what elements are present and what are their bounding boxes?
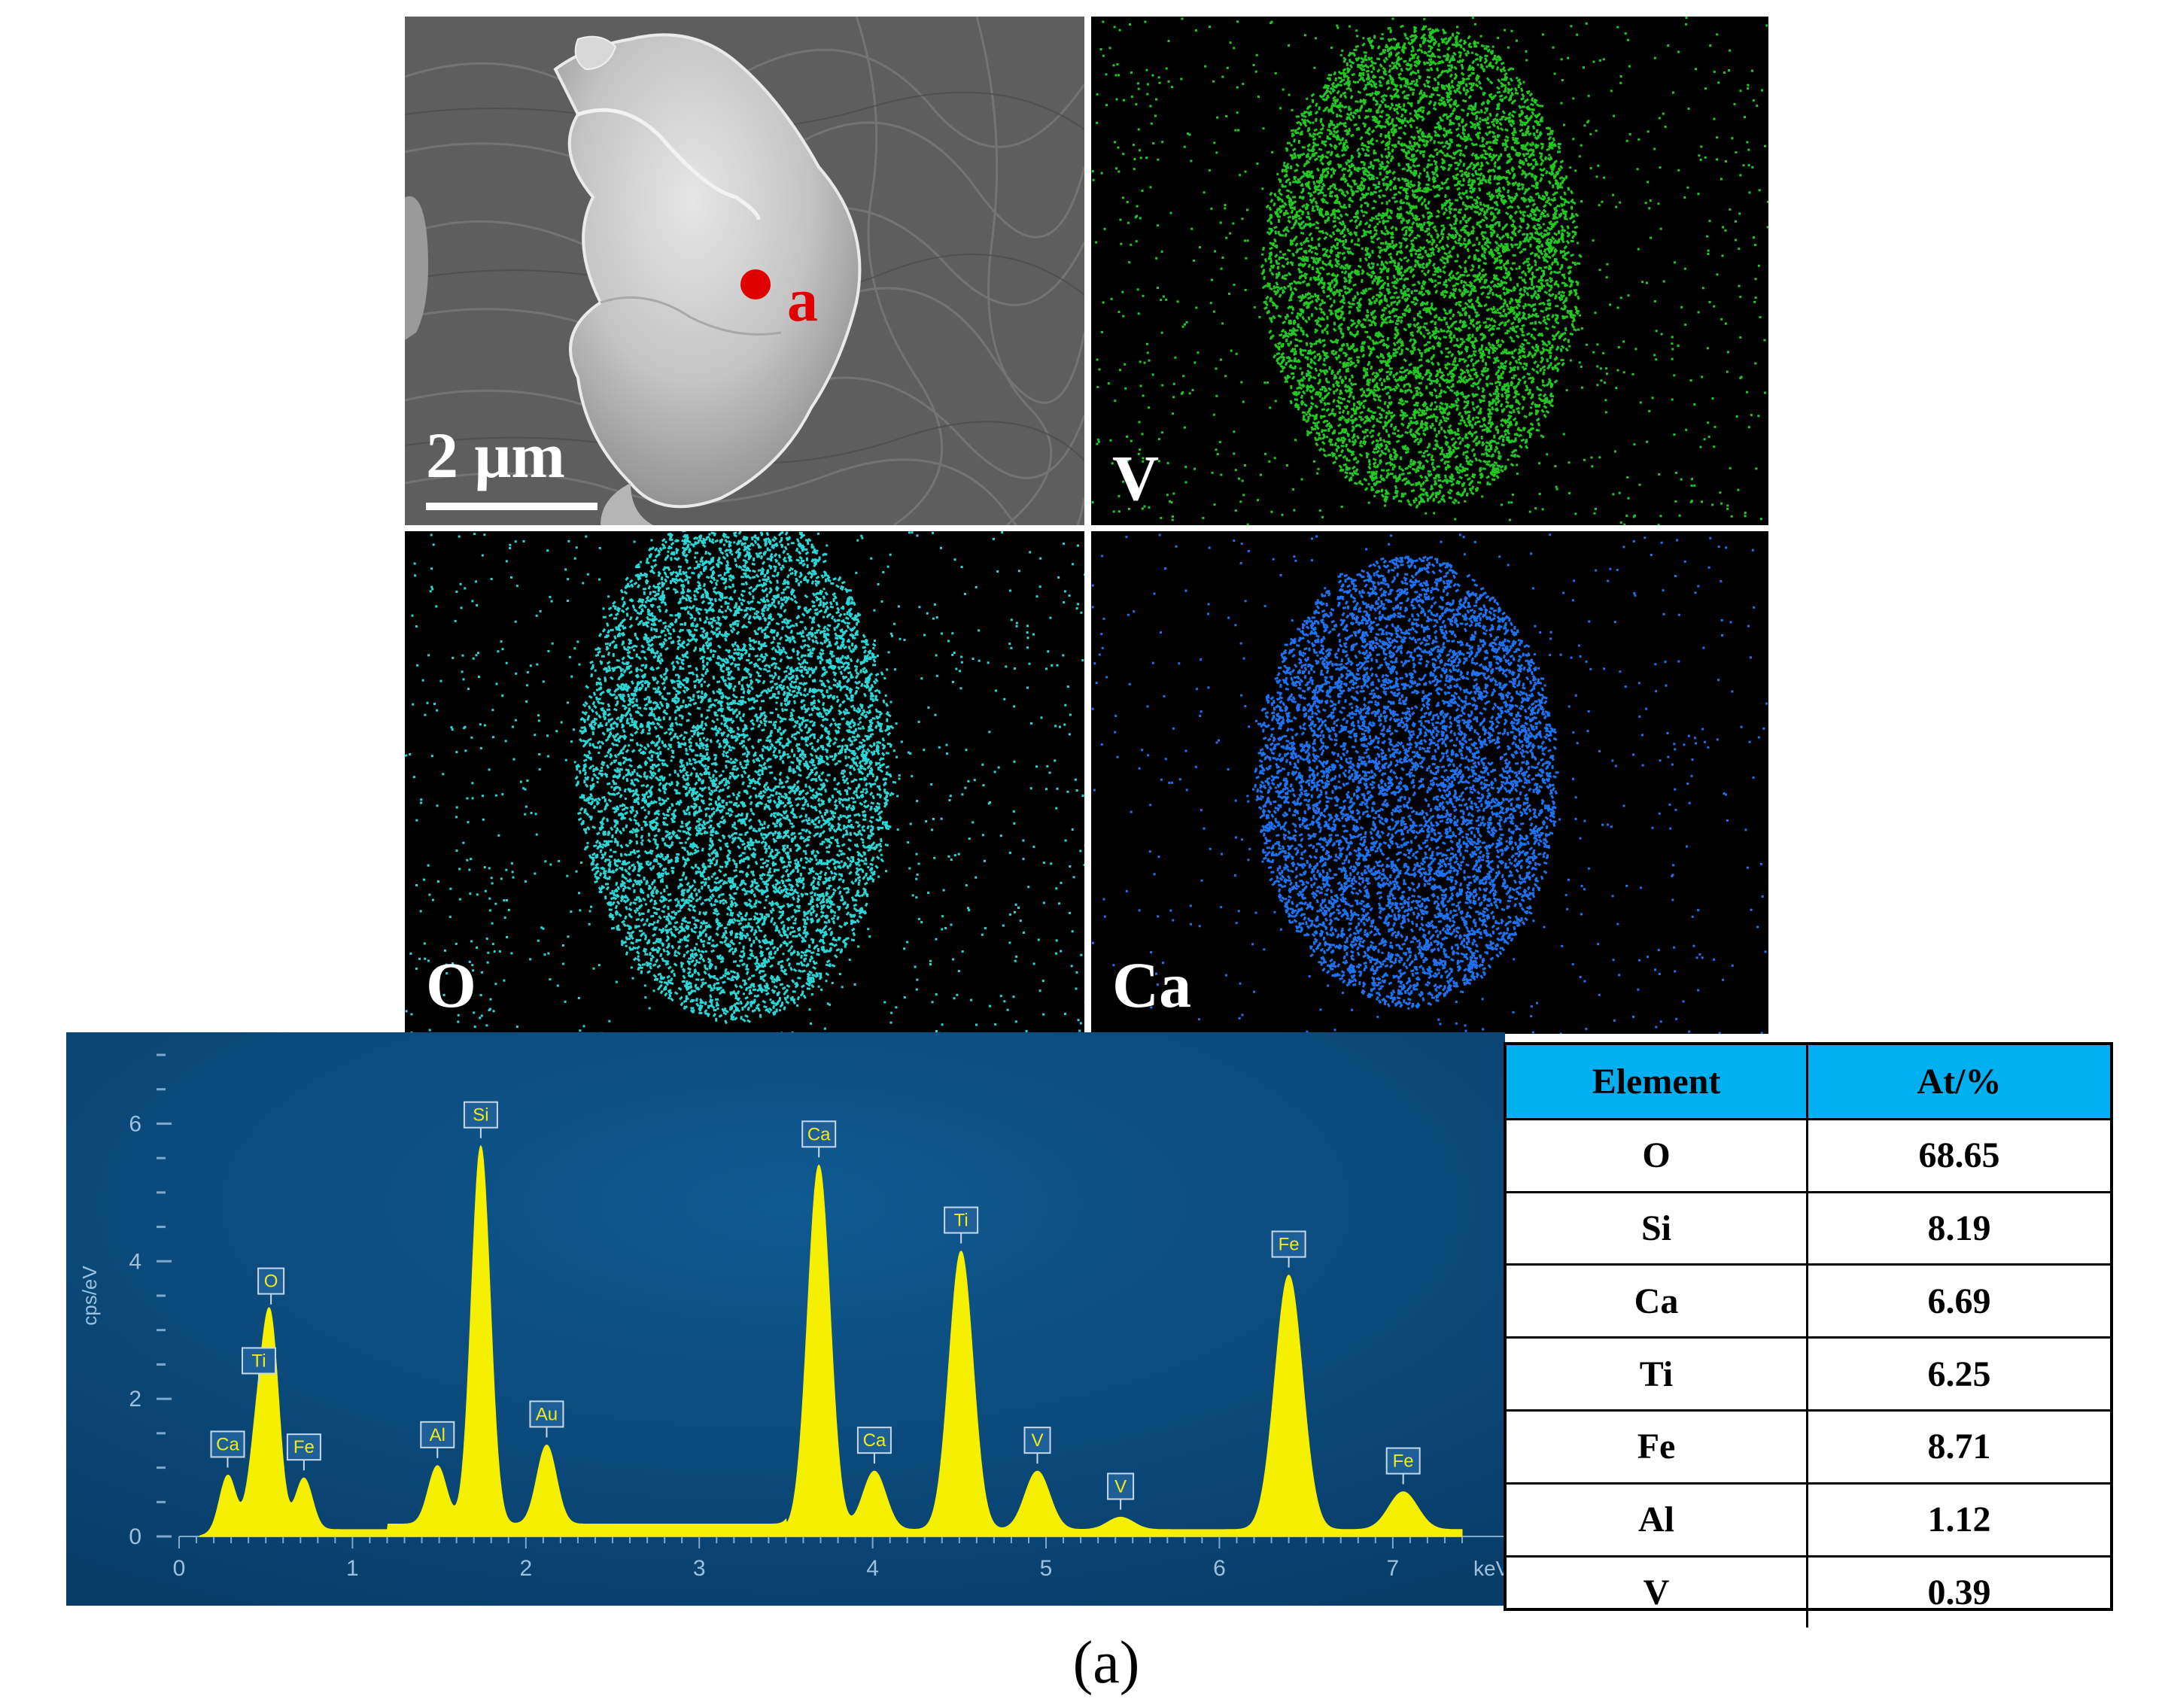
table-header-at: At/%: [1917, 1061, 2002, 1102]
y-tick-label: 0: [129, 1524, 141, 1549]
table-cell-value: 6.69: [1927, 1281, 1991, 1321]
table-cell-value: 8.19: [1927, 1208, 1991, 1248]
table-cell-value: 1.12: [1927, 1500, 1991, 1540]
peak-label: V: [1107, 1472, 1135, 1510]
x-tick-label: 4: [866, 1556, 879, 1581]
x-tick-label: 6: [1213, 1556, 1226, 1581]
peak-label: Fe: [1271, 1230, 1306, 1268]
peak-label: Al: [420, 1421, 455, 1458]
table-row: Ca 6.69: [1507, 1263, 2110, 1337]
peak-label: V: [1023, 1427, 1051, 1464]
composition-table: Element At/% O 68.65 Si 8.19 Ca 6.69 Ti …: [1504, 1042, 2113, 1628]
spectrum-series: [199, 1144, 1463, 1537]
table-cell-value: 68.65: [1918, 1135, 2000, 1176]
y-tick-label: 2: [129, 1387, 141, 1412]
x-tick-label: 3: [693, 1556, 706, 1581]
table-cell-element: Ca: [1507, 1266, 1808, 1337]
table-cell-element: Al: [1507, 1484, 1808, 1555]
scale-bar-label: 2 μm: [426, 419, 565, 491]
eds-map-ca-image: [1091, 533, 1768, 1034]
eds-map-ca-label: Ca: [1112, 949, 1192, 1021]
table-row: O 68.65: [1507, 1117, 2110, 1191]
table-cell-element: Fe: [1507, 1411, 1808, 1482]
table-cell-value: 6.25: [1927, 1354, 1991, 1394]
eds-spectrum-chart: 0 1 2 3 4 5 6 7 keV 0 2 4 6 cps/eV Ca Ti O Fe Al Si Au Ca Ca T…: [66, 1032, 1505, 1606]
eds-map-v-label: V: [1112, 442, 1160, 514]
sem-image: [405, 17, 1084, 525]
peak-label: Ca: [856, 1427, 892, 1464]
y-axis-label: cps/eV: [78, 1266, 101, 1326]
analysis-point-label: a: [787, 266, 818, 334]
table-cell-element: V: [1507, 1557, 1808, 1628]
table-row: V 0.39: [1507, 1555, 2110, 1628]
x-tick-label: 7: [1386, 1556, 1399, 1581]
eds-map-v: V: [1091, 17, 1768, 525]
x-tick-label: 1: [346, 1556, 359, 1581]
peak-label: O: [257, 1267, 285, 1305]
peak-label: Fe: [1385, 1447, 1421, 1485]
peak-label: Si: [463, 1101, 498, 1138]
x-tick-label: 5: [1040, 1556, 1053, 1581]
table-cell-element: O: [1507, 1120, 1808, 1191]
table-row: Si 8.19: [1507, 1190, 2110, 1264]
table-row: Al 1.12: [1507, 1482, 2110, 1555]
analysis-point-marker: [740, 269, 771, 299]
peak-label: Ca: [801, 1120, 837, 1158]
x-unit-label: keV: [1473, 1557, 1505, 1580]
figure-caption: (a): [1072, 1630, 1140, 1696]
peak-label: Fe: [286, 1433, 321, 1471]
table-cell-element: Si: [1507, 1193, 1808, 1264]
table-row: Fe 8.71: [1507, 1409, 2110, 1482]
scale-bar: [426, 503, 598, 510]
eds-map-v-image: [1091, 17, 1768, 525]
peak-label: Ca: [210, 1430, 245, 1468]
table-header-row: Element At/%: [1507, 1045, 2110, 1118]
peak-label: Ti: [944, 1206, 979, 1244]
eds-map-o-label: O: [426, 949, 476, 1021]
peak-label: Au: [529, 1400, 564, 1438]
y-tick-label: 6: [129, 1111, 141, 1136]
y-tick-label: 4: [129, 1249, 141, 1274]
table-header-element: Element: [1507, 1045, 1808, 1118]
table-row: Ti 6.25: [1507, 1336, 2110, 1409]
sem-image-panel: a 2 μm: [405, 17, 1084, 525]
peak-label: Ti: [241, 1347, 276, 1384]
x-tick-label: 2: [519, 1556, 532, 1581]
table-cell-element: Ti: [1507, 1339, 1808, 1409]
eds-map-ca: Ca: [1091, 531, 1768, 1034]
table-cell-value: 0.39: [1927, 1572, 1991, 1612]
x-tick-label: 0: [173, 1556, 186, 1581]
eds-map-o-image: [405, 531, 1084, 1034]
eds-map-o: O: [405, 531, 1084, 1034]
table-cell-value: 8.71: [1927, 1427, 1991, 1467]
